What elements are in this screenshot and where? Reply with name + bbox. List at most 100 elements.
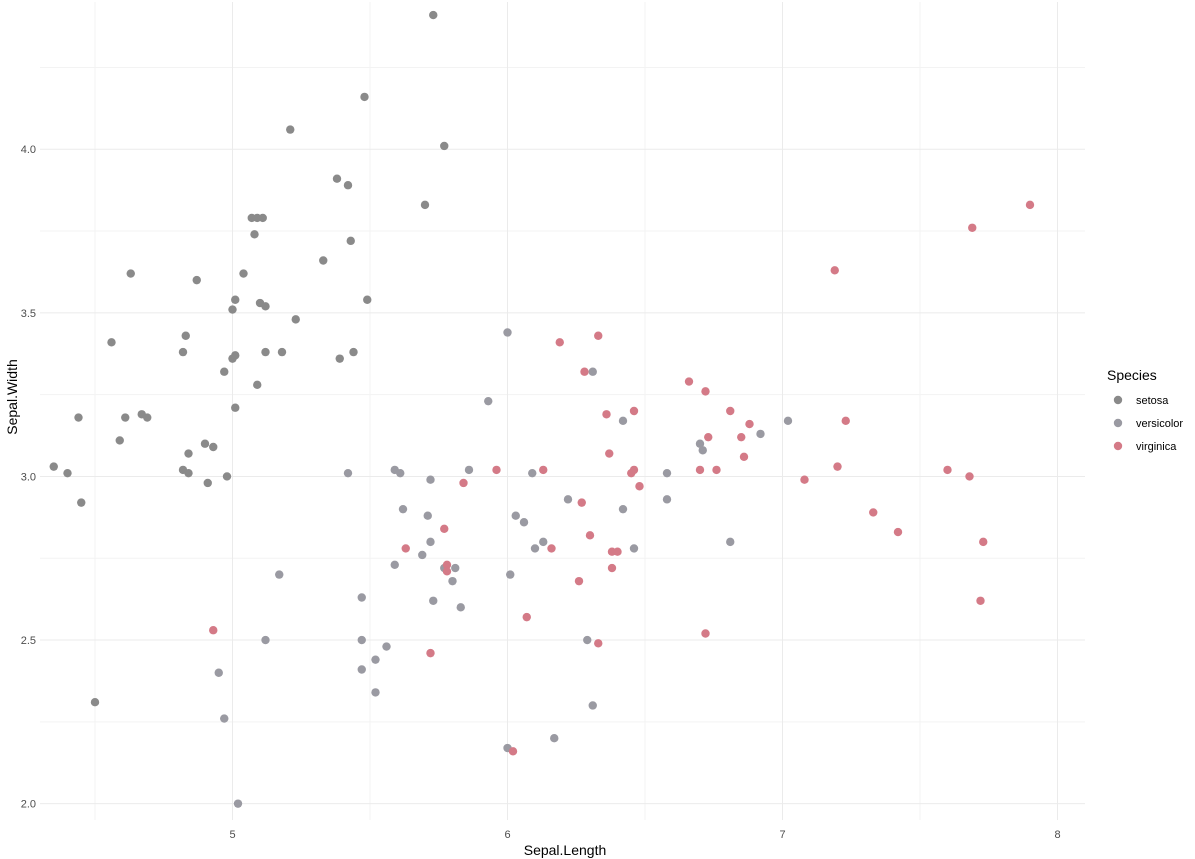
x-axis-title: Sepal.Length — [524, 842, 607, 858]
data-point-versicolor — [783, 416, 793, 426]
data-point-setosa — [440, 141, 449, 151]
x-tick-label: 7 — [779, 829, 785, 841]
data-point-virginica — [547, 544, 556, 553]
data-point-virginica — [701, 629, 710, 638]
y-tick-label: 2.0 — [21, 799, 36, 811]
y-tick-label: 3.0 — [21, 471, 36, 483]
data-point-virginica — [726, 406, 735, 416]
data-point-versicolor — [506, 570, 515, 579]
data-point-setosa — [184, 468, 193, 478]
data-point-versicolor — [456, 603, 465, 612]
data-point-versicolor — [343, 468, 353, 478]
data-point-setosa — [231, 403, 240, 412]
data-point-virginica — [695, 465, 705, 475]
data-point-virginica — [684, 377, 694, 386]
data-point-virginica — [442, 567, 452, 576]
data-point-virginica — [602, 410, 611, 419]
data-point-virginica — [965, 472, 974, 481]
data-point-virginica — [712, 465, 721, 475]
data-point-versicolor — [233, 799, 243, 808]
data-point-versicolor — [563, 495, 573, 504]
data-point-versicolor — [539, 537, 548, 547]
data-point-virginica — [426, 648, 435, 658]
data-point-setosa — [107, 338, 116, 347]
data-point-setosa — [231, 295, 240, 304]
data-point-setosa — [143, 413, 152, 422]
x-tick-label: 6 — [504, 829, 510, 841]
data-point-versicolor — [220, 714, 229, 723]
data-point-setosa — [209, 442, 218, 452]
data-point-versicolor — [357, 665, 366, 674]
y-axis-title: Sepal.Width — [4, 359, 20, 434]
data-point-virginica — [739, 452, 749, 462]
data-point-setosa — [291, 315, 300, 324]
data-point-virginica — [209, 626, 218, 635]
legend-label-setosa: setosa — [1136, 395, 1169, 407]
data-point-virginica — [585, 531, 595, 540]
y-tick-label: 2.5 — [21, 635, 36, 647]
data-point-virginica — [539, 465, 548, 475]
data-point-versicolor — [588, 701, 597, 710]
data-point-virginica — [893, 527, 903, 537]
data-point-virginica — [555, 338, 564, 347]
data-point-virginica — [869, 508, 878, 517]
y-tick-label: 4.0 — [21, 144, 36, 156]
data-point-virginica — [745, 419, 754, 429]
data-point-versicolor — [429, 596, 438, 605]
data-point-setosa — [178, 347, 188, 357]
data-point-virginica — [979, 537, 988, 547]
y-tick-label: 3.5 — [21, 308, 36, 320]
data-point-virginica — [635, 482, 644, 491]
data-point-versicolor — [426, 475, 435, 484]
data-point-setosa — [231, 351, 240, 360]
data-point-versicolor — [426, 537, 435, 547]
data-point-versicolor — [618, 416, 628, 426]
legend-label-virginica: virginica — [1136, 441, 1177, 453]
data-point-versicolor — [261, 635, 270, 645]
data-point-virginica — [508, 747, 518, 756]
data-point-setosa — [343, 181, 353, 190]
data-point-versicolor — [357, 593, 366, 602]
data-point-virginica — [1025, 200, 1035, 210]
data-point-setosa — [228, 305, 237, 314]
data-point-versicolor — [464, 465, 474, 475]
data-point-setosa — [220, 367, 229, 376]
data-point-setosa — [63, 468, 72, 478]
data-point-setosa — [121, 413, 130, 422]
legend-key-virginica — [1113, 441, 1123, 451]
data-point-setosa — [349, 347, 358, 357]
data-point-setosa — [261, 302, 270, 311]
data-point-virginica — [830, 266, 839, 275]
data-point-versicolor — [484, 396, 493, 406]
data-point-setosa — [363, 295, 372, 304]
data-point-versicolor — [550, 734, 559, 743]
data-point-virginica — [976, 596, 985, 605]
data-point-versicolor — [698, 446, 707, 455]
data-point-versicolor — [695, 439, 705, 448]
data-point-virginica — [580, 367, 589, 376]
data-point-versicolor — [418, 550, 427, 560]
data-point-virginica — [492, 465, 501, 475]
data-point-virginica — [522, 612, 531, 622]
data-point-setosa — [332, 174, 342, 183]
data-point-virginica — [701, 387, 710, 396]
data-point-versicolor — [448, 576, 457, 586]
x-axis-ticks: 5 6 7 8 — [229, 829, 1060, 841]
data-point-virginica — [629, 406, 639, 416]
data-point-setosa — [250, 230, 259, 239]
data-point-versicolor — [371, 655, 380, 664]
data-point-versicolor — [371, 688, 380, 697]
data-point-versicolor — [588, 367, 597, 376]
data-point-virginica — [401, 544, 410, 553]
data-point-virginica — [577, 498, 586, 507]
data-point-virginica — [833, 462, 842, 471]
data-point-setosa — [90, 698, 100, 707]
data-point-virginica — [613, 547, 622, 556]
data-point-virginica — [440, 524, 449, 533]
data-point-versicolor — [357, 635, 366, 645]
data-point-setosa — [346, 236, 355, 246]
data-point-virginica — [607, 563, 617, 573]
data-point-versicolor — [382, 642, 391, 651]
data-point-versicolor — [398, 504, 408, 514]
